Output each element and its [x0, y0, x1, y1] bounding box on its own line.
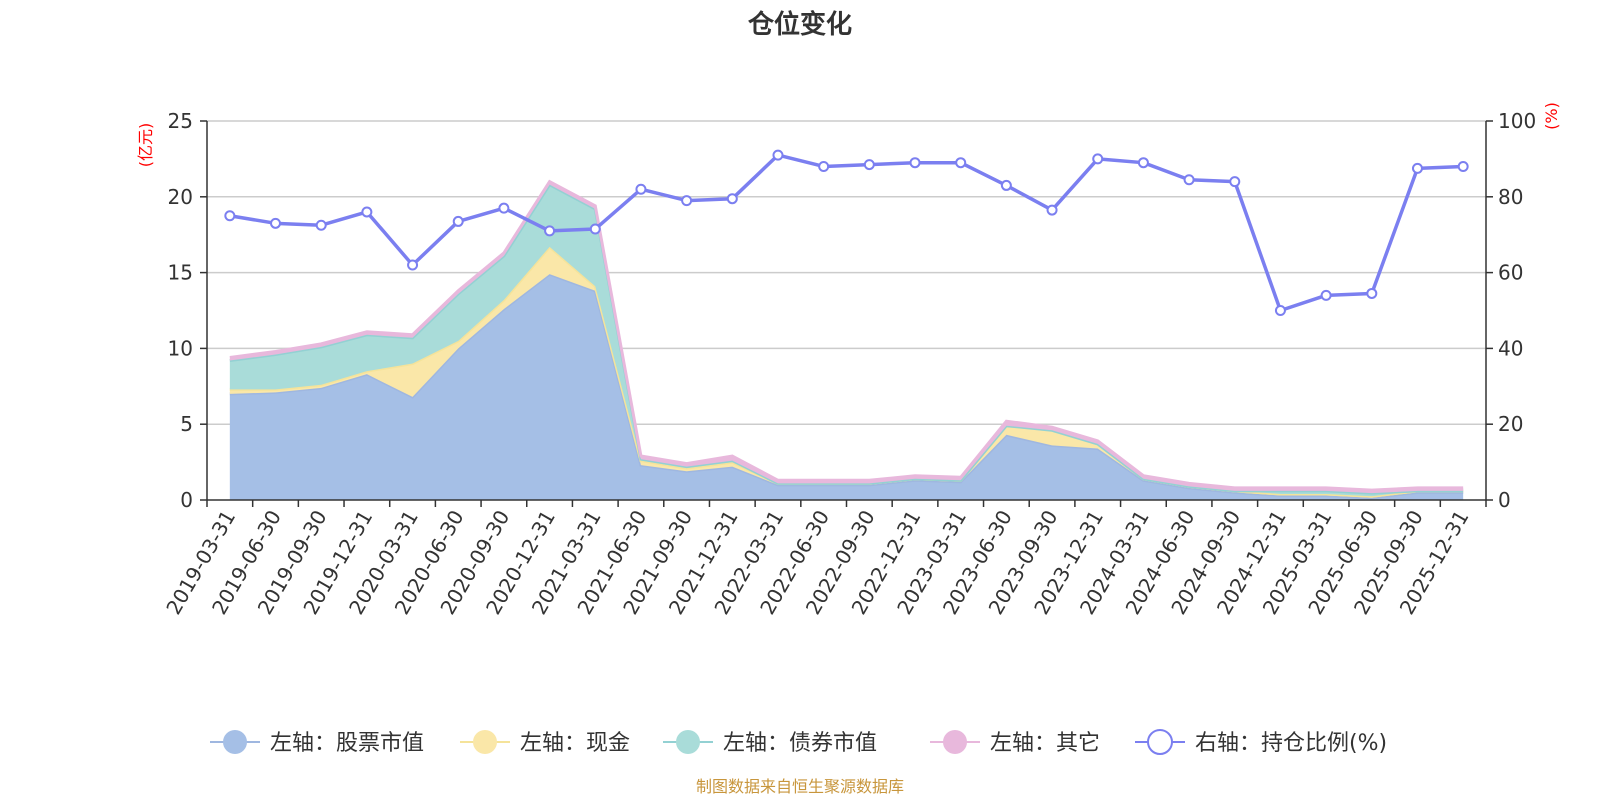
- left-tick-label: 25: [168, 109, 193, 133]
- legend-label: 左轴：现金: [520, 731, 630, 756]
- legend-marker: [473, 730, 497, 754]
- chart-title: 仓位变化: [747, 9, 852, 40]
- ratio-point: [1046, 204, 1058, 216]
- ratio-point: [909, 157, 921, 169]
- left-tick-label: 20: [168, 185, 193, 209]
- legend-label: 左轴：债券市值: [723, 731, 877, 756]
- ratio-point: [544, 225, 556, 237]
- ratio-point: [1183, 174, 1195, 186]
- ratio-point: [1457, 160, 1469, 172]
- ratio-point: [1229, 176, 1241, 188]
- ratio-point: [270, 217, 282, 229]
- ratio-point: [315, 219, 327, 231]
- ratio-series-line: [229, 153, 1464, 313]
- right-tick-label: 0: [1498, 488, 1511, 512]
- left-axis-unit: (亿元): [136, 123, 155, 168]
- right-tick-label: 100: [1498, 109, 1536, 133]
- right-tick-label: 20: [1498, 412, 1523, 436]
- ratio-point: [955, 157, 967, 169]
- source-note: 制图数据来自恒生聚源数据库: [696, 777, 904, 796]
- legend-label: 左轴：其它: [990, 731, 1100, 756]
- ratio-line: [224, 149, 1469, 316]
- ratio-point: [681, 195, 693, 207]
- ratio-point: [1411, 162, 1423, 174]
- left-tick-label: 0: [180, 488, 193, 512]
- right-tick-label: 40: [1498, 336, 1523, 360]
- ratio-point: [1366, 287, 1378, 299]
- ratio-point: [1137, 157, 1149, 169]
- ratio-point: [1092, 153, 1104, 165]
- legend-label: 左轴：股票市值: [270, 731, 424, 756]
- legend-marker: [943, 730, 967, 754]
- left-tick-label: 5: [180, 412, 193, 436]
- ratio-point: [589, 223, 601, 235]
- ratio-point: [1274, 305, 1286, 316]
- ratio-point: [452, 215, 464, 227]
- ratio-point: [1000, 179, 1012, 191]
- left-tick-label: 10: [168, 336, 193, 360]
- ratio-point: [407, 259, 419, 271]
- area-series-1: [229, 274, 1464, 500]
- ratio-point: [224, 210, 236, 222]
- right-axis-unit: (%): [1542, 102, 1561, 130]
- ratio-point: [818, 160, 830, 172]
- right-tick-label: 80: [1498, 185, 1523, 209]
- ratio-point: [361, 206, 373, 218]
- ratio-point: [498, 202, 510, 214]
- legend-marker: [676, 730, 700, 754]
- legend-label: 右轴：持仓比例(%): [1195, 731, 1387, 756]
- ratio-point: [726, 193, 738, 205]
- left-tick-label: 15: [168, 261, 193, 285]
- ratio-point: [772, 149, 784, 161]
- area-top-line-4: [229, 179, 1464, 492]
- ratio-point: [863, 159, 875, 171]
- right-tick-label: 60: [1498, 261, 1523, 285]
- stacked-areas: [229, 179, 1464, 500]
- legend-marker: [1147, 729, 1173, 755]
- ratio-point: [1320, 289, 1332, 301]
- legend: 左轴：股票市值 左轴：现金 左轴：债券市值 左轴：其它 右轴：持仓比例(%): [210, 729, 1387, 756]
- ratio-point: [635, 183, 647, 195]
- legend-marker: [223, 730, 247, 754]
